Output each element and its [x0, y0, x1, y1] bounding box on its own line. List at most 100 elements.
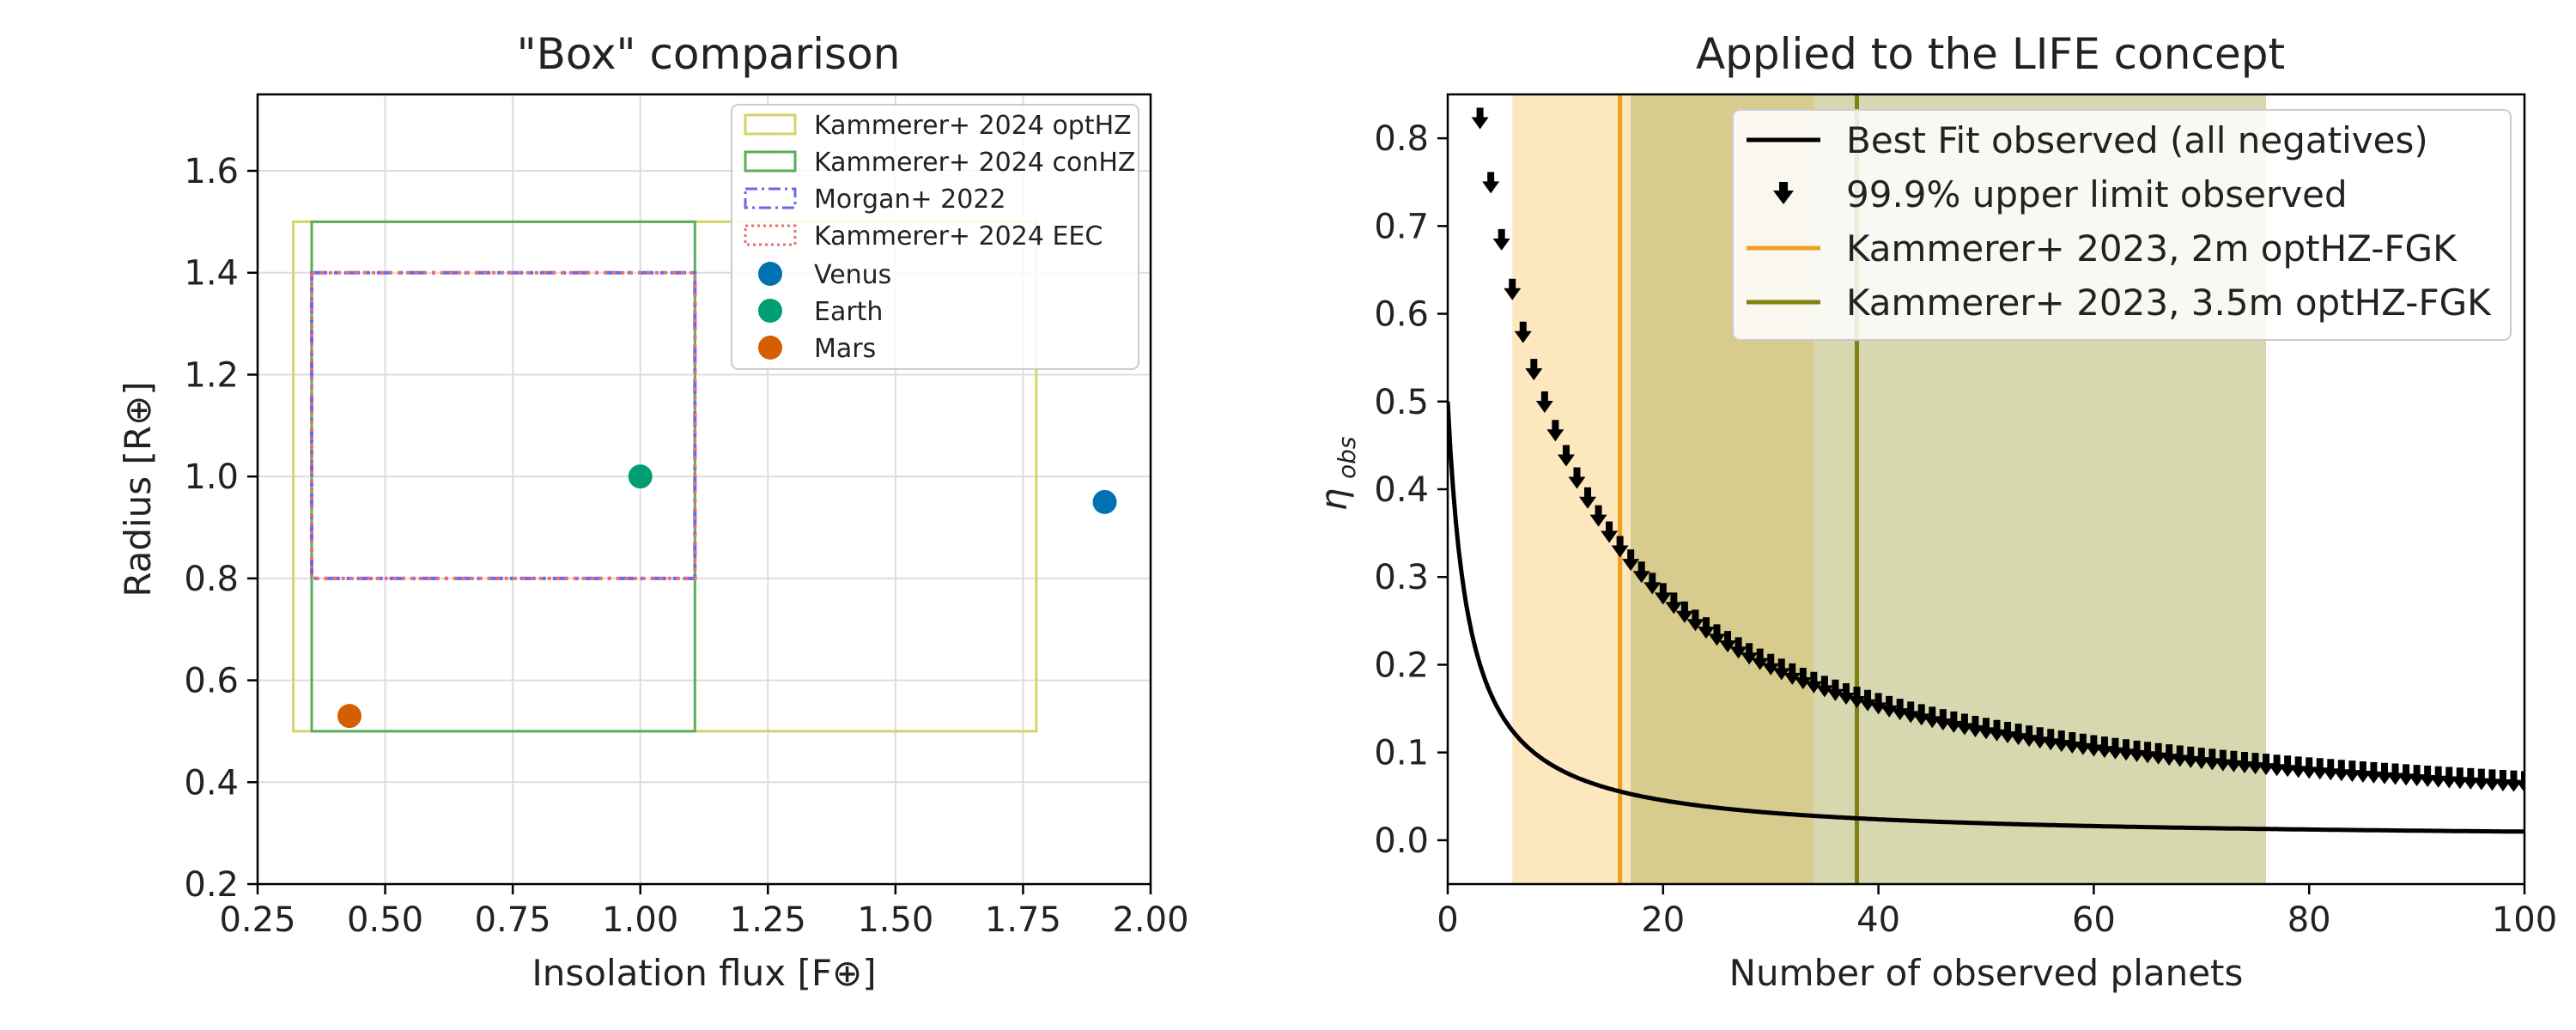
upper-limit-arrow — [2009, 724, 2027, 746]
legend-entry-eec: Kammerer+ 2024 EEC — [744, 221, 1103, 251]
upper-limit-arrow — [2117, 739, 2136, 761]
box-kammerer-2024-eec — [309, 270, 697, 580]
upper-limit-arrow — [1794, 667, 1812, 689]
left-y-tick-label: 1.2 — [184, 355, 239, 395]
upper-limit-arrow — [2505, 770, 2523, 792]
legend-entry-morgan: Morgan+ 2022 — [744, 185, 1006, 215]
legend-entry-optHZ: Kammerer+ 2024 optHZ — [744, 111, 1132, 141]
planet-point-mars — [337, 704, 361, 729]
upper-limit-arrow — [2472, 768, 2490, 791]
upper-limit-arrow — [2311, 758, 2329, 780]
box-comparison-panel: "Box" comparison 0.25 0.50 0.75 1.00 1.25 1.5… — [117, 29, 1189, 994]
right-upper-limits — [1471, 107, 2524, 793]
legend-marker-earth — [758, 299, 782, 323]
upper-limit-arrow — [1902, 701, 1920, 724]
upper-limit-arrow — [2365, 761, 2383, 784]
upper-limit-arrow — [1492, 228, 1510, 251]
upper-limit-arrow — [1751, 648, 1769, 670]
right-y-tick-label: 0.7 — [1374, 207, 1429, 246]
upper-limit-arrow — [1719, 631, 1737, 653]
left-x-tick-label: 2.00 — [1112, 900, 1188, 940]
right-y-ticks: 0.0 0.1 0.2 0.3 0.4 0.5 0.6 0.7 0.8 — [1374, 119, 1448, 861]
upper-limit-arrow — [1675, 601, 1693, 623]
upper-limit-arrow — [2214, 749, 2232, 772]
upper-limit-arrow — [1729, 637, 1747, 659]
left-y-tick-label: 1.0 — [184, 457, 239, 497]
right-y-tick-label: 0.8 — [1374, 119, 1429, 159]
upper-limit-arrow — [2139, 742, 2157, 764]
upper-limit-arrow — [2192, 748, 2210, 770]
upper-limit-arrow — [1622, 549, 1640, 572]
right-y-axis-label-eta: η — [1313, 488, 1355, 512]
upper-limit-arrow — [2225, 750, 2243, 772]
legend-entry-2m: Kammerer+ 2023, 2m optHZ-FGK — [1747, 227, 2458, 270]
legend-swatch-eec — [744, 224, 797, 246]
right-x-tick-label: 60 — [2072, 900, 2116, 940]
right-x-tick-label: 100 — [2492, 900, 2557, 940]
right-x-ticks: 0 20 40 60 80 100 — [1437, 884, 2557, 940]
legend-label-earth: Earth — [814, 297, 883, 327]
right-x-tick-label: 80 — [2287, 900, 2331, 940]
right-y-tick-label: 0.6 — [1374, 295, 1429, 335]
upper-limit-arrow — [1934, 709, 1952, 731]
left-x-tick-label: 1.25 — [730, 900, 806, 940]
upper-limit-arrow — [2483, 769, 2501, 791]
right-y-tick-label: 0.0 — [1374, 821, 1429, 861]
legend-label-2m: Kammerer+ 2023, 2m optHZ-FGK — [1846, 227, 2458, 270]
right-y-axis-label-sub: obs — [1333, 437, 1361, 480]
legend-entry-best-fit: Best Fit observed (all negatives) — [1747, 119, 2428, 161]
upper-limit-arrow — [1665, 592, 1683, 615]
planet-point-earth — [628, 464, 653, 489]
legend-marker-mars — [758, 336, 782, 360]
upper-limit-arrow — [1632, 561, 1650, 584]
upper-limit-arrow — [2354, 760, 2372, 783]
legend-marker-venus — [758, 262, 782, 286]
right-y-tick-label: 0.2 — [1374, 645, 1429, 685]
upper-limit-arrow — [2031, 727, 2049, 749]
upper-limit-arrow — [2386, 763, 2404, 785]
upper-limit-arrow — [1557, 445, 1575, 467]
left-x-tick-label: 1.50 — [857, 900, 933, 940]
upper-limit-arrow — [1880, 695, 1899, 718]
legend-arrow-upper-limit — [1773, 182, 1794, 204]
right-y-tick-label: 0.1 — [1374, 734, 1429, 773]
upper-limit-arrow — [2020, 725, 2038, 748]
legend-label-3p5m: Kammerer+ 2023, 3.5m optHZ-FGK — [1846, 282, 2492, 324]
upper-limit-arrow — [2246, 753, 2264, 775]
legend-label-morgan: Morgan+ 2022 — [814, 185, 1006, 215]
upper-limit-arrow — [1546, 420, 1564, 442]
upper-limit-arrow — [2300, 757, 2318, 779]
left-legend-frame — [731, 104, 1139, 370]
upper-limit-arrow — [2375, 762, 2393, 785]
upper-limit-arrow — [1601, 521, 1619, 543]
upper-limit-arrow — [1535, 391, 1553, 413]
upper-limit-arrow — [2279, 755, 2297, 778]
upper-limit-arrow — [1579, 487, 1597, 509]
upper-limit-arrow — [2128, 740, 2146, 762]
upper-limit-arrow — [2332, 760, 2350, 782]
right-x-tick-label: 40 — [1856, 900, 1900, 940]
left-y-tick-label: 0.2 — [184, 865, 239, 905]
right-x-tick-label: 0 — [1437, 900, 1458, 940]
legend-entry-3p5m: Kammerer+ 2023, 3.5m optHZ-FGK — [1747, 282, 2492, 324]
upper-limit-arrow — [2171, 745, 2189, 767]
upper-limit-arrow — [2322, 759, 2340, 781]
upper-limit-arrow — [2451, 767, 2469, 790]
upper-limit-arrow — [1815, 676, 1833, 698]
upper-limit-arrow — [1482, 172, 1500, 194]
right-legend-frame — [1732, 109, 2512, 341]
left-y-tick-label: 0.6 — [184, 662, 239, 701]
right-y-tick-label: 0.3 — [1374, 558, 1429, 597]
right-y-tick-label: 0.4 — [1374, 470, 1429, 510]
legend-entry-upper-limit: 99.9% upper limit observed — [1773, 173, 2348, 215]
left-chart-title: "Box" comparison — [517, 29, 901, 79]
legend-label-eec: Kammerer+ 2024 EEC — [814, 221, 1103, 251]
upper-limit-arrow — [2257, 754, 2275, 776]
left-y-tick-label: 0.4 — [184, 763, 239, 803]
upper-limit-arrow — [2085, 735, 2103, 757]
upper-limit-arrow — [1568, 467, 1586, 489]
left-x-tick-label: 0.50 — [347, 900, 423, 940]
upper-limit-arrow — [2182, 746, 2200, 768]
left-plot-frame — [256, 93, 1152, 886]
